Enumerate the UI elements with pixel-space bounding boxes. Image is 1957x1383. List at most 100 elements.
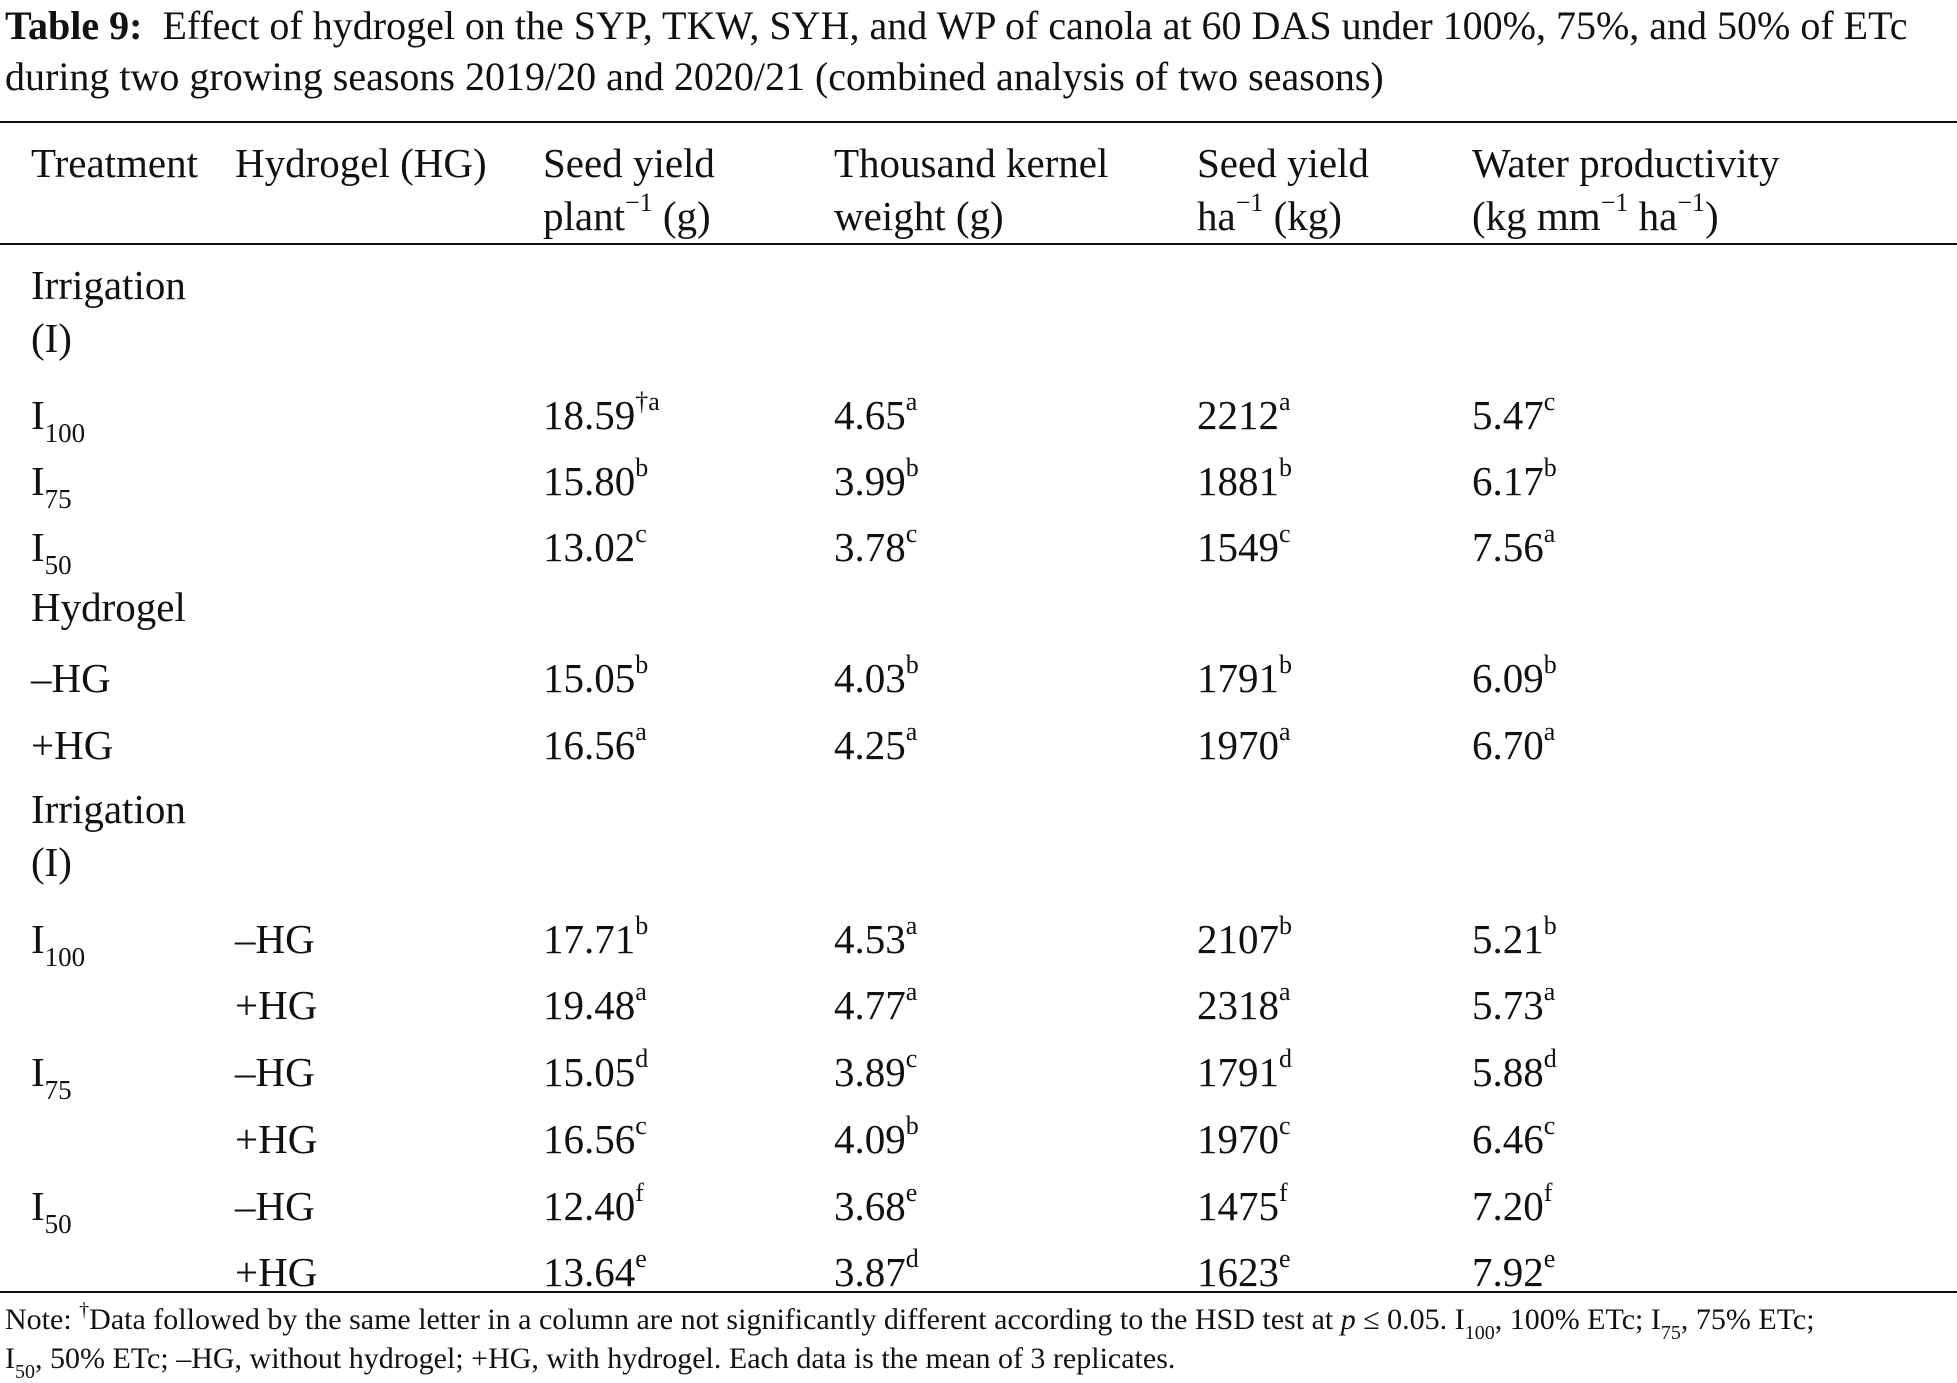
treatment-main: I bbox=[31, 524, 45, 570]
treatment-sub: 75 bbox=[44, 1075, 72, 1106]
wp-letter: a bbox=[1543, 977, 1556, 1007]
cell-syh: 2318a bbox=[1197, 979, 1291, 1032]
wp-letter: f bbox=[1543, 1178, 1553, 1208]
syh-value: 1881 bbox=[1197, 458, 1279, 504]
tkw-letter: d bbox=[905, 1244, 919, 1274]
treatment-main: I bbox=[31, 1049, 45, 1095]
tkw-value: 4.65 bbox=[834, 392, 906, 438]
wp-value: 7.56 bbox=[1472, 524, 1544, 570]
hydrogel-value: +HG bbox=[235, 1116, 318, 1162]
cell-syh: 2212a bbox=[1197, 389, 1291, 442]
header-thousand-kernel-weight: Thousand kernel weight (g) bbox=[834, 137, 1108, 243]
wp-value: 5.47 bbox=[1472, 392, 1544, 438]
syh-value: 1970 bbox=[1197, 722, 1279, 768]
syh-value: 1970 bbox=[1197, 1116, 1279, 1162]
cell-syh: 1881b bbox=[1197, 455, 1292, 508]
header-syp-line2-pre: plant bbox=[543, 193, 625, 239]
syp-letter: b bbox=[635, 911, 649, 941]
header-hydrogel: Hydrogel (HG) bbox=[235, 140, 487, 186]
cell-t: I100 bbox=[31, 389, 85, 447]
syp-value: 12.40 bbox=[543, 1183, 636, 1229]
section-irrigation-1-line2: (I) bbox=[31, 315, 72, 361]
cell-wp: 7.56a bbox=[1472, 521, 1555, 574]
syh-value: 1791 bbox=[1197, 655, 1279, 701]
syh-value: 1475 bbox=[1197, 1183, 1279, 1229]
cell-tkw: 3.89c bbox=[834, 1046, 917, 1099]
cell-wp: 6.09b bbox=[1472, 652, 1557, 705]
wp-value: 6.46 bbox=[1472, 1116, 1544, 1162]
wp-value: 6.09 bbox=[1472, 655, 1544, 701]
cell-tkw: 4.03b bbox=[834, 652, 919, 705]
header-wp-line2-sup1: −1 bbox=[1600, 188, 1629, 218]
header-syh-line2-sup: −1 bbox=[1235, 188, 1264, 218]
syp-value: 16.56 bbox=[543, 1116, 636, 1162]
syp-letter: b bbox=[635, 650, 649, 680]
wp-letter: a bbox=[1543, 519, 1556, 549]
syp-letter: c bbox=[635, 1111, 647, 1141]
cell-syh: 1475f bbox=[1197, 1180, 1288, 1233]
cell-t: I75 bbox=[31, 1046, 72, 1104]
cell-syh: 1623e bbox=[1197, 1246, 1291, 1299]
treatment-main: –HG bbox=[31, 655, 111, 701]
hydrogel-value: –HG bbox=[235, 916, 315, 962]
wp-letter: c bbox=[1543, 1111, 1556, 1141]
syp-value: 17.71 bbox=[543, 916, 636, 962]
hydrogel-value: –HG bbox=[235, 1049, 315, 1095]
wp-value: 7.92 bbox=[1472, 1249, 1544, 1295]
wp-letter: c bbox=[1543, 387, 1556, 417]
wp-value: 6.17 bbox=[1472, 458, 1544, 504]
treatment-main: I bbox=[31, 916, 45, 962]
note-sub-50: 50 bbox=[15, 1361, 35, 1383]
syh-letter: c bbox=[1279, 1111, 1291, 1141]
cell-hg: +HG bbox=[235, 1246, 317, 1299]
syp-letter: b bbox=[635, 453, 649, 483]
note-text-6: , 50% ETc; –HG, without hydrogel; +HG, w… bbox=[35, 1342, 1176, 1375]
tkw-letter: b bbox=[905, 453, 919, 483]
tkw-value: 4.03 bbox=[834, 655, 906, 701]
wp-letter: e bbox=[1543, 1244, 1556, 1274]
section-hydrogel: Hydrogel bbox=[31, 584, 186, 630]
treatment-main: I bbox=[31, 1183, 45, 1229]
syh-letter: a bbox=[1279, 387, 1291, 417]
syh-letter: a bbox=[1279, 977, 1291, 1007]
tkw-value: 4.77 bbox=[834, 982, 906, 1028]
syp-letter: e bbox=[635, 1244, 647, 1274]
wp-letter: b bbox=[1543, 650, 1557, 680]
cell-syh: 1970c bbox=[1197, 1113, 1291, 1166]
syh-letter: d bbox=[1279, 1044, 1292, 1074]
wp-value: 5.73 bbox=[1472, 982, 1544, 1028]
treatment-main: I bbox=[31, 392, 45, 438]
header-syp-line2-sup: −1 bbox=[624, 188, 653, 218]
section-irrigation-2-line1: Irrigation bbox=[31, 786, 186, 832]
tkw-value: 4.53 bbox=[834, 916, 906, 962]
header-seed-yield-ha: Seed yield ha−1 (kg) bbox=[1197, 137, 1369, 243]
syp-letter: a bbox=[635, 717, 647, 747]
cell-syp: 15.05b bbox=[543, 652, 648, 705]
section-irrigation-1-line1: Irrigation bbox=[31, 262, 186, 308]
cell-wp: 5.73a bbox=[1472, 979, 1555, 1032]
cell-tkw: 3.78c bbox=[834, 521, 917, 574]
cell-wp: 6.70a bbox=[1472, 719, 1555, 772]
header-seed-yield-plant: Seed yield plant−1 (g) bbox=[543, 137, 715, 243]
note-text-1: Data followed by the same letter in a co… bbox=[89, 1303, 1341, 1336]
table-note: Note: †Data followed by the same letter … bbox=[5, 1299, 1952, 1382]
cell-wp: 6.17b bbox=[1472, 455, 1557, 508]
header-wp-line2-sup2: −1 bbox=[1677, 188, 1705, 218]
tkw-letter: c bbox=[905, 519, 918, 549]
caption-label: Table 9: bbox=[5, 3, 143, 48]
cell-syp: 16.56c bbox=[543, 1113, 647, 1166]
syp-letter: a bbox=[635, 977, 647, 1007]
syh-value: 2212 bbox=[1197, 392, 1279, 438]
tkw-letter: a bbox=[905, 977, 918, 1007]
header-wp-line1: Water productivity bbox=[1472, 140, 1780, 186]
table-header-rule bbox=[0, 243, 1957, 245]
tkw-letter: c bbox=[905, 1044, 918, 1074]
syp-value: 15.80 bbox=[543, 458, 636, 504]
header-syh-line2-pre: ha bbox=[1197, 193, 1236, 239]
header-water-productivity: Water productivity (kg mm−1 ha−1) bbox=[1472, 137, 1780, 243]
note-dagger: † bbox=[79, 1299, 90, 1321]
wp-letter: b bbox=[1543, 911, 1557, 941]
header-syh-line2-post: (kg) bbox=[1263, 193, 1342, 239]
hydrogel-value: +HG bbox=[235, 982, 318, 1028]
cell-syh: 1549c bbox=[1197, 521, 1291, 574]
